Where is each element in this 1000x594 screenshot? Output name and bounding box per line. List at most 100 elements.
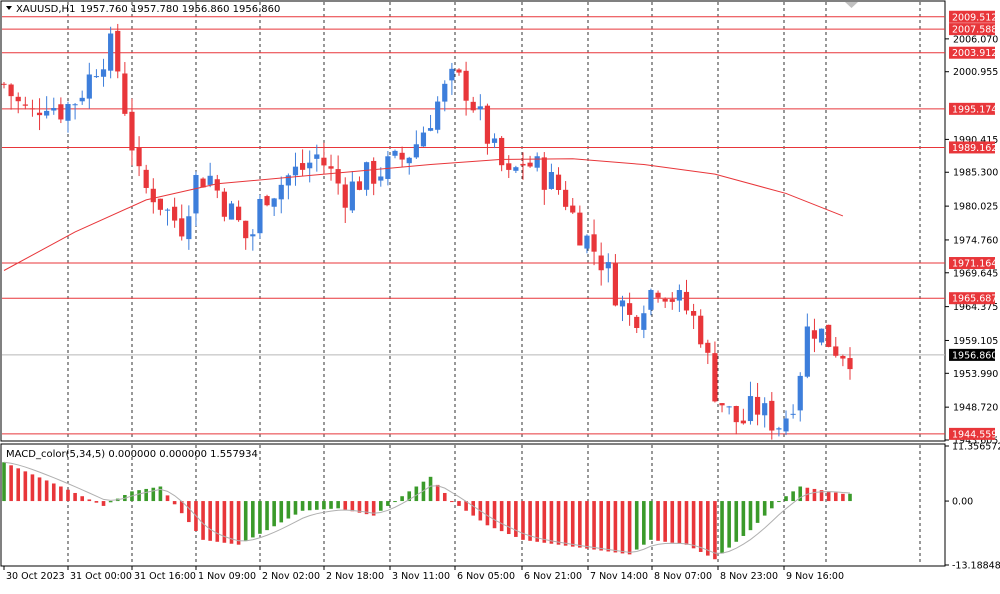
macd-bar [464, 501, 468, 511]
macd-bar [208, 501, 212, 541]
macd-bar [691, 501, 696, 549]
candle-body [129, 111, 135, 151]
candle-body [214, 179, 220, 191]
candle-body [811, 330, 818, 339]
macd-bar [393, 501, 397, 503]
macd-bar [201, 501, 205, 540]
candle-body [520, 163, 526, 166]
last-price-label: 1956.860 [952, 350, 997, 361]
macd-bar [279, 501, 284, 523]
candle-body [655, 292, 661, 298]
macd-bar [578, 501, 582, 548]
level-label-box [949, 257, 995, 270]
candle-body [342, 184, 348, 208]
macd-bar [251, 501, 255, 538]
macd-bar [315, 501, 319, 510]
candle-body [776, 428, 782, 430]
level-label-box [949, 102, 995, 115]
macd-bar [336, 501, 340, 509]
candle-body [385, 156, 391, 179]
level-label: 2007.588 [952, 25, 997, 36]
macd-bar [37, 477, 42, 502]
candle-body [591, 234, 597, 252]
chart-shift-icon[interactable] [845, 2, 858, 8]
y-tick-label: 1974.760 [953, 235, 998, 246]
candle-body [285, 175, 291, 186]
candle-body [783, 418, 789, 432]
candle-body [420, 132, 427, 147]
macd-bar [826, 491, 831, 502]
candle-body [371, 160, 377, 184]
candle-body [150, 188, 156, 203]
macd-bar [87, 499, 92, 502]
x-tick-label: 6 Nov 21:00 [524, 571, 582, 582]
y-tick-label: 1943.605 [953, 436, 998, 447]
macd-bar [570, 501, 575, 547]
candle-body [207, 175, 213, 185]
candle-body [598, 255, 604, 271]
macd-bar [634, 501, 639, 550]
candle-body [762, 403, 768, 416]
macd-bar [713, 501, 717, 560]
candle-body [840, 355, 846, 359]
candle-body [413, 144, 419, 158]
candle-body [449, 68, 455, 81]
y-tick-label: 2006.070 [953, 34, 998, 45]
candle-body [463, 70, 469, 101]
macd-bar [556, 501, 561, 545]
macd-bar [179, 501, 184, 514]
level-label-box [949, 10, 995, 23]
macd-bar [457, 501, 461, 506]
candle-body [15, 96, 21, 102]
candle-body [847, 358, 853, 370]
macd-bar [812, 488, 817, 502]
moving-average-line [3, 158, 844, 271]
macd-bar [450, 501, 454, 503]
macd-bar [777, 501, 781, 503]
macd-bar [492, 501, 497, 529]
macd-bar [592, 501, 596, 550]
candle-body [754, 396, 761, 415]
candle-body [833, 346, 839, 356]
macd-bar [841, 493, 845, 502]
macd-bar [272, 501, 276, 527]
x-tick-label: 6 Nov 05:00 [457, 571, 515, 582]
macd-bar [300, 501, 305, 511]
macd-bar [343, 501, 348, 510]
x-tick-label: 8 Nov 07:00 [654, 571, 712, 582]
candle-body [108, 33, 114, 71]
level-label: 2009.512 [952, 12, 997, 23]
candle-body [193, 175, 199, 214]
macd-bar [165, 495, 170, 502]
candle-body [44, 110, 50, 116]
candle-body [65, 104, 71, 121]
candle-body [356, 181, 363, 190]
macd-label: MACD_color(5,34,5) 0.000000 0.000000 1.5… [6, 449, 258, 460]
candle-body [634, 316, 640, 328]
level-label: 1965.687 [952, 294, 997, 305]
x-tick-label: 31 Oct 16:00 [134, 571, 196, 582]
macd-bar [108, 501, 113, 503]
candle-body [164, 209, 171, 211]
macd-bar [222, 501, 227, 543]
level-label-box [949, 23, 995, 36]
candle-body [435, 101, 441, 130]
candle-body [115, 30, 121, 72]
macd-bar [386, 501, 390, 506]
candle-body [818, 328, 825, 343]
candle-body [577, 212, 583, 246]
candle-body [172, 206, 178, 221]
level-label: 1971.164 [952, 259, 997, 270]
macd-bar [720, 501, 724, 554]
x-tick-label: 31 Oct 00:00 [70, 571, 132, 582]
chevron-down-icon[interactable] [6, 6, 12, 10]
candle-body [456, 69, 462, 73]
candle-body [157, 198, 164, 210]
candle-body [221, 191, 227, 217]
macd-bar [677, 501, 682, 544]
candle-body [136, 147, 142, 167]
macd-bar [172, 501, 177, 505]
candle-body [648, 289, 654, 310]
macd-bar [59, 486, 63, 502]
